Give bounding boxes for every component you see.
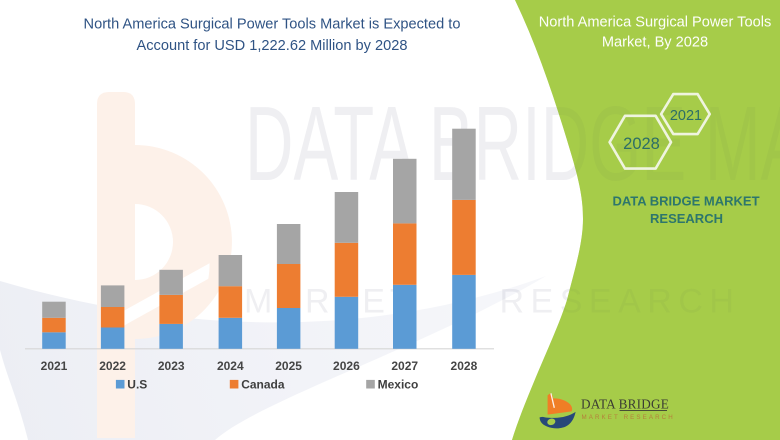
svg-text:2023: 2023 — [158, 359, 185, 373]
svg-text:2026: 2026 — [333, 359, 360, 373]
svg-text:RESEARCH: RESEARCH — [650, 211, 723, 226]
svg-text:Mexico: Mexico — [378, 377, 419, 391]
svg-text:2025: 2025 — [275, 359, 302, 373]
svg-text:DATA BRIDGE: DATA BRIDGE — [581, 396, 669, 411]
svg-text:2021: 2021 — [41, 359, 68, 373]
svg-text:MARKET RESEARCH: MARKET RESEARCH — [582, 414, 675, 421]
svg-text:MARKET: MARKET — [244, 283, 416, 321]
svg-text:2022: 2022 — [99, 359, 126, 373]
svg-text:Market, By 2028: Market, By 2028 — [602, 35, 708, 51]
svg-text:2021: 2021 — [670, 108, 702, 124]
svg-text:2027: 2027 — [391, 359, 418, 373]
svg-text:Canada: Canada — [241, 377, 285, 391]
svg-text:2028: 2028 — [451, 359, 478, 373]
svg-text:U.S: U.S — [127, 377, 147, 391]
svg-text:North America Surgical Power T: North America Surgical Power Tools — [539, 15, 772, 31]
svg-text:2028: 2028 — [623, 135, 660, 153]
svg-text:DATA BRIDGE MARKET: DATA BRIDGE MARKET — [612, 193, 759, 208]
svg-text:2024: 2024 — [217, 359, 244, 373]
svg-text:North America Surgical Power T: North America Surgical Power Tools Marke… — [84, 17, 461, 33]
svg-text:Account for USD 1,222.62 Milli: Account for USD 1,222.62 Million by 2028 — [137, 38, 408, 54]
